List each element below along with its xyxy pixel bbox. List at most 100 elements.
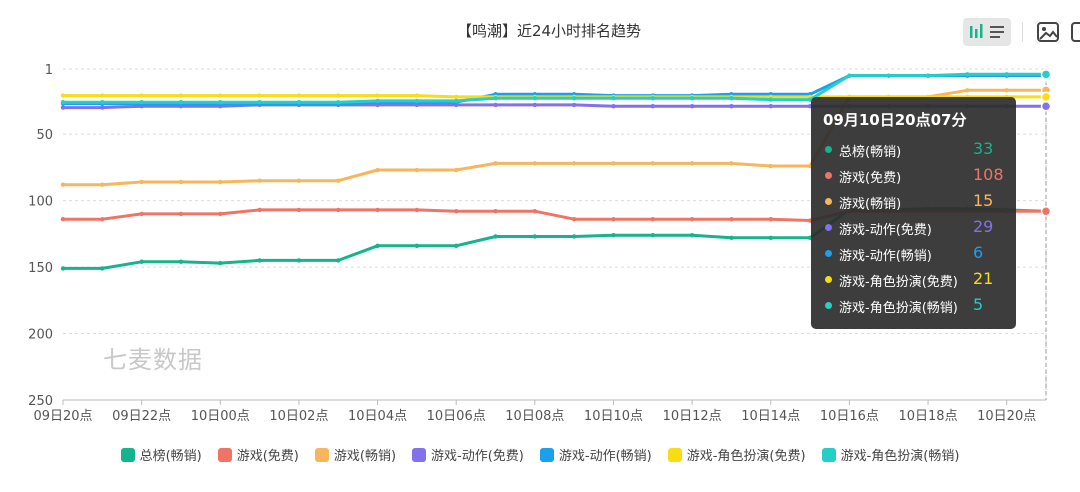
data-point <box>60 105 66 110</box>
legend-item[interactable]: 游戏-动作(免费) <box>412 445 524 464</box>
data-point <box>375 98 380 104</box>
data-point <box>60 100 66 105</box>
tooltip-value: 108 <box>973 165 1004 184</box>
tooltip-dot <box>825 224 832 231</box>
data-point <box>336 258 341 263</box>
image-icon[interactable] <box>1034 18 1062 46</box>
tooltip-row: 游戏(畅销) 15 <box>823 190 1004 216</box>
data-point <box>532 102 538 108</box>
data-point <box>414 93 420 98</box>
highlight-point <box>1040 100 1052 112</box>
data-point <box>375 93 380 98</box>
data-point <box>218 100 223 105</box>
legend-swatch <box>821 448 836 462</box>
tooltip-dot <box>825 146 832 153</box>
save-icon[interactable] <box>1068 18 1080 46</box>
data-point <box>454 94 459 100</box>
legend-item[interactable]: 游戏(免费) <box>217 445 299 464</box>
x-tick-label: 10日14点 <box>741 409 800 424</box>
highlight-point <box>1040 91 1052 103</box>
toolbar-divider <box>1022 22 1023 42</box>
highlight-point <box>1040 205 1052 217</box>
data-point <box>965 72 970 77</box>
data-point <box>1004 72 1009 77</box>
data-point <box>1004 88 1009 93</box>
tooltip-dot <box>825 276 832 283</box>
data-point <box>493 96 498 101</box>
y-tick-label: 1 <box>45 63 53 78</box>
tooltip-dot <box>825 250 832 257</box>
tooltip-row: 游戏-动作(畅销) 6 <box>823 242 1004 268</box>
data-point <box>100 182 105 187</box>
data-point <box>729 96 734 101</box>
data-point <box>178 100 184 105</box>
data-point <box>257 178 262 183</box>
legend-label: 游戏-动作(免费) <box>431 449 524 464</box>
tooltip: 09月10日20点07分 总榜(畅销) 33 游戏(免费) 108 游戏(畅销) 15 游戏… <box>811 97 1016 329</box>
data-point <box>336 100 341 105</box>
data-point <box>414 207 420 213</box>
data-point <box>296 178 302 183</box>
data-point <box>414 98 420 104</box>
data-point <box>493 209 498 214</box>
legend-swatch <box>667 448 682 462</box>
y-tick-label: 100 <box>28 195 53 210</box>
tooltip-dot <box>825 172 832 179</box>
tooltip-series-name: 游戏-动作(免费) <box>839 223 932 238</box>
data-point <box>571 102 577 108</box>
data-point <box>611 232 616 238</box>
data-point <box>925 73 931 78</box>
y-tick-label: 50 <box>36 128 53 143</box>
legend-item[interactable]: 游戏-角色扮演(畅销) <box>821 445 959 464</box>
data-point <box>139 100 144 105</box>
legend-swatch <box>217 448 232 462</box>
legend-item[interactable]: 总榜(畅销) <box>120 445 202 464</box>
list-icon[interactable] <box>983 18 1011 46</box>
data-point <box>296 207 302 213</box>
data-point <box>454 243 459 248</box>
legend-item[interactable]: 游戏-角色扮演(免费) <box>667 445 806 464</box>
data-point <box>571 96 577 101</box>
data-point <box>139 259 144 264</box>
tooltip-series-name: 游戏(畅销) <box>839 197 902 212</box>
data-point <box>532 161 538 166</box>
data-point <box>178 179 184 185</box>
tooltip-dot <box>825 198 832 205</box>
tooltip-value: 29 <box>973 217 994 236</box>
legend-item[interactable]: 游戏(畅销) <box>314 445 396 464</box>
tooltip-row: 游戏-角色扮演(畅销) 5 <box>823 294 1004 320</box>
tooltip-dot <box>825 302 832 309</box>
tooltip-value: 33 <box>973 139 994 158</box>
data-point <box>218 179 223 185</box>
legend-item[interactable]: 游戏-动作(畅销) <box>539 445 652 464</box>
legend-label: 游戏-角色扮演(免费) <box>686 449 806 464</box>
data-point <box>218 211 223 217</box>
tooltip-series-name: 游戏-动作(畅销) <box>839 249 932 264</box>
data-point <box>532 209 538 214</box>
data-point <box>454 98 459 104</box>
data-point <box>571 217 577 222</box>
tooltip-value: 6 <box>973 243 984 262</box>
data-point <box>178 259 184 264</box>
tooltip-series-name: 游戏-角色扮演(免费) <box>839 275 958 290</box>
data-point <box>493 161 498 166</box>
legend-label: 游戏(免费) <box>236 449 299 464</box>
data-point <box>689 217 695 222</box>
x-tick-label: 10日04点 <box>348 409 407 424</box>
data-point <box>847 73 852 78</box>
y-tick-label: 150 <box>28 261 53 276</box>
tooltip-row: 游戏-动作(免费) 29 <box>823 216 1004 242</box>
data-point <box>336 178 341 183</box>
data-point <box>729 161 734 166</box>
data-point <box>689 161 695 166</box>
data-point <box>178 211 184 217</box>
tooltip-row: 游戏(免费) 108 <box>823 164 1004 190</box>
data-point <box>493 102 498 108</box>
x-tick-label: 10日06点 <box>427 409 486 424</box>
x-tick-label: 10日12点 <box>663 409 722 424</box>
data-point <box>689 232 695 238</box>
data-point <box>139 211 144 217</box>
data-point <box>375 167 380 173</box>
data-point <box>100 105 105 110</box>
data-point <box>375 207 380 213</box>
